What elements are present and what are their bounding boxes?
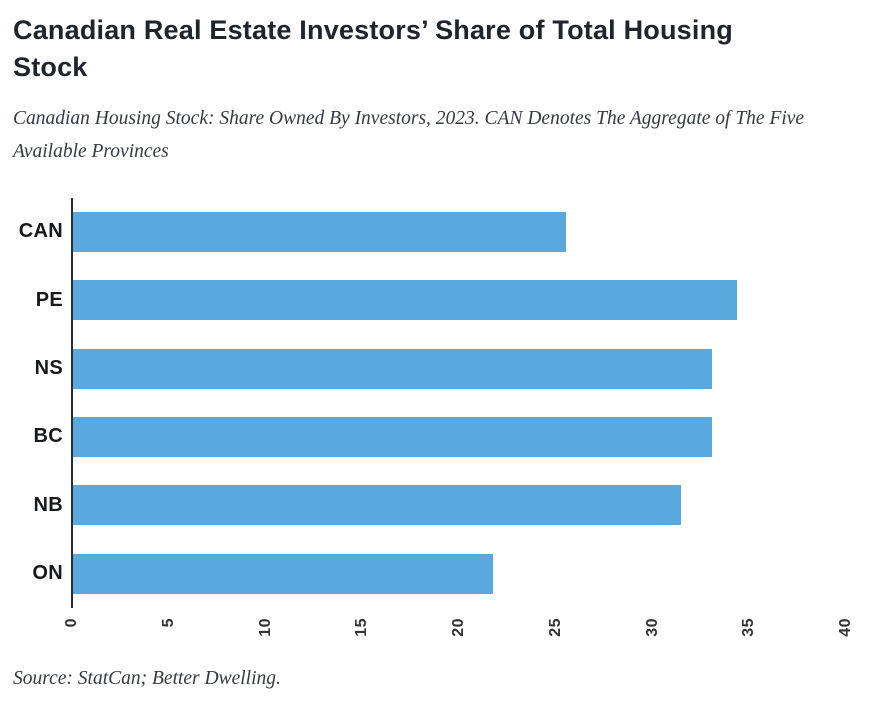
- bar-row: ON: [13, 539, 855, 607]
- bar-on: [73, 553, 493, 594]
- bar-track: [73, 539, 855, 607]
- bar-track: [73, 266, 855, 334]
- bar-row: BC: [13, 403, 855, 471]
- category-label-on: ON: [32, 562, 63, 585]
- x-tick-label: 15: [353, 617, 371, 637]
- bar-track: [73, 198, 855, 266]
- x-tick-label: 40: [837, 617, 854, 637]
- y-axis-line: [71, 197, 73, 608]
- bar-pe: [73, 280, 737, 321]
- bar-nb: [73, 485, 681, 526]
- bar-chart: CAN PE NS BC NB ON 0 5 10 15 20 25 30 35 40: [13, 197, 855, 656]
- category-label-nb: NB: [33, 493, 63, 516]
- x-tick-label: 5: [159, 617, 177, 628]
- plot-area: CAN PE NS BC NB ON: [13, 198, 855, 608]
- chart-subtitle: Canadian Housing Stock: Share Owned By I…: [13, 107, 805, 162]
- bar-track: [73, 403, 855, 471]
- bar-bc: [73, 416, 712, 457]
- bar-track: [73, 471, 855, 539]
- x-tick-label: 0: [63, 617, 80, 628]
- bar-row: PE: [13, 266, 855, 334]
- x-tick-label: 20: [450, 617, 467, 637]
- x-tick-label: 30: [643, 617, 661, 637]
- category-label-pe: PE: [35, 288, 63, 311]
- category-label-ns: NS: [34, 357, 63, 380]
- x-tick-label: 10: [256, 617, 274, 637]
- x-tick-label: 25: [546, 617, 564, 637]
- page-title: Canadian Real Estate Investors’ Share of…: [13, 15, 733, 83]
- bar-ns: [73, 348, 712, 389]
- bar-row: NB: [13, 471, 855, 539]
- category-label-bc: BC: [33, 425, 63, 448]
- bar-row: CAN: [13, 198, 855, 266]
- x-axis: 0 5 10 15 20 25 30 35 40: [63, 608, 855, 656]
- bar-row: NS: [13, 334, 855, 402]
- x-tick-label: 35: [740, 617, 758, 637]
- bar-can: [73, 211, 566, 252]
- category-label-can: CAN: [18, 220, 63, 243]
- bar-track: [73, 334, 855, 402]
- source-note: Source: StatCan; Better Dwelling.: [13, 667, 281, 689]
